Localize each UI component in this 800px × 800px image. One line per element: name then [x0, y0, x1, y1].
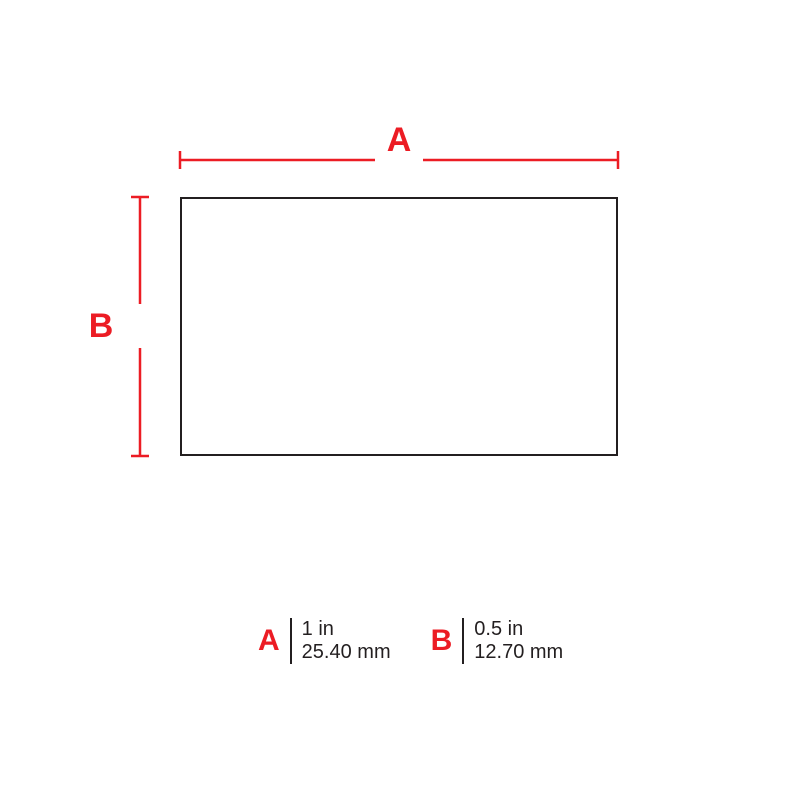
dimension-letter-b: B [81, 307, 121, 346]
legend-b-mm: 12.70 mm [474, 641, 563, 664]
legend-values-b: 0.5 in 12.70 mm [474, 618, 563, 664]
legend-letter-b: B [431, 624, 463, 658]
legend-item-b: B 0.5 in 12.70 mm [431, 618, 564, 664]
legend-letter-a: A [258, 624, 290, 658]
legend-values-a: 1 in 25.40 mm [302, 618, 391, 664]
dimension-letter-a: A [379, 121, 419, 160]
legend-separator [462, 618, 464, 664]
legend-b-inches: 0.5 in [474, 618, 563, 641]
diagram-canvas: A B A 1 in 25.40 mm B 0.5 in 12.70 mm [0, 0, 800, 800]
dimension-lines [0, 0, 800, 800]
dimension-legend: A 1 in 25.40 mm B 0.5 in 12.70 mm [258, 618, 563, 664]
legend-item-a: A 1 in 25.40 mm [258, 618, 391, 664]
legend-a-mm: 25.40 mm [302, 641, 391, 664]
legend-separator [290, 618, 292, 664]
legend-a-inches: 1 in [302, 618, 391, 641]
